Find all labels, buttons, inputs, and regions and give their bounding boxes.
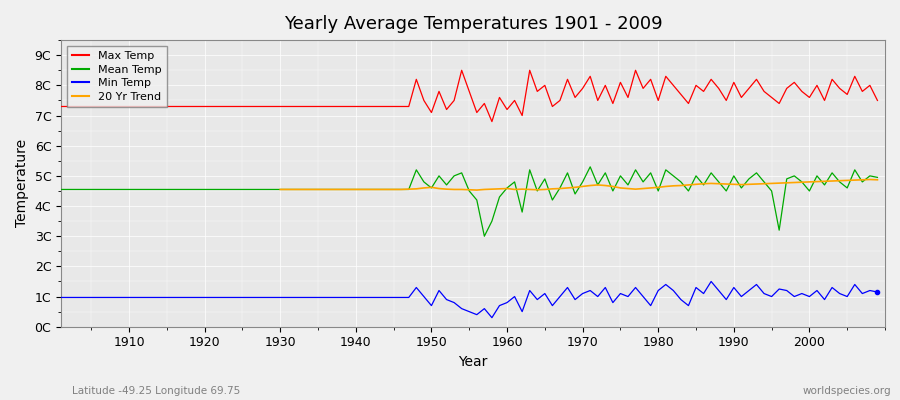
Title: Yearly Average Temperatures 1901 - 2009: Yearly Average Temperatures 1901 - 2009 <box>284 15 662 33</box>
Legend: Max Temp, Mean Temp, Min Temp, 20 Yr Trend: Max Temp, Mean Temp, Min Temp, 20 Yr Tre… <box>67 46 166 107</box>
Text: worldspecies.org: worldspecies.org <box>803 386 891 396</box>
Text: Latitude -49.25 Longitude 69.75: Latitude -49.25 Longitude 69.75 <box>72 386 240 396</box>
X-axis label: Year: Year <box>458 355 488 369</box>
Y-axis label: Temperature: Temperature <box>15 139 29 228</box>
